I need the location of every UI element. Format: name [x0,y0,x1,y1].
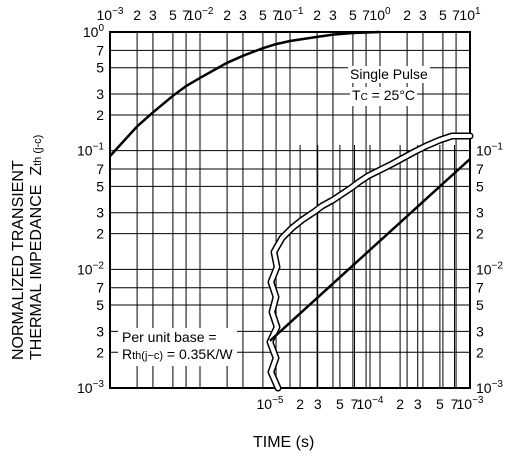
resistance-value: = 0.35K/W [163,346,233,362]
x-tick-label-bottom: 10−4 [357,395,384,412]
short-pulse-line [269,158,471,342]
x-tick-label-top: 5 [169,7,177,23]
y-axis-title: NORMALIZED TRANSIENT THERMAL IMPEDANCE Z… [10,135,46,360]
temperature-value: = 25°C [367,87,416,103]
temperature-symbol: T [352,87,361,103]
plot-frame [109,31,471,389]
y-tick-label-right: 10−3 [476,379,503,396]
x-tick-label-bottom: 10−5 [257,395,284,412]
x-axis-title: TIME (s) [253,434,315,451]
x-tick-label-top: 2 [133,7,141,23]
y-tick-label-left: 7 [96,280,104,296]
x-tick-label-top: 10−2 [187,6,214,23]
x-tick-label-top: 10−1 [277,6,304,23]
x-tick-label-bottom: 7 [351,396,359,412]
x-tick-label-bottom: 5 [336,396,344,412]
y-tick-label-left: 3 [96,323,104,339]
x-tick-label-top: 3 [419,7,427,23]
y-tick-label-right: 5 [476,178,484,194]
temperature-subscript: C [360,92,368,103]
y-tick-label-right: 10−1 [476,142,503,159]
y-tick-label-left: 5 [96,178,104,194]
y-tick-label-right: 7 [476,280,484,296]
x-tick-label-top: 100 [369,6,391,23]
x-tick-label-top: 2 [403,7,411,23]
y-tick-label-right: 7 [476,161,484,177]
x-tick-label-top: 7 [272,7,280,23]
x-tick-label-top: 2 [313,7,321,23]
x-tick-label-bottom: 2 [296,396,304,412]
x-tick-label-top: 7 [182,7,190,23]
y-tick-label-left: 3 [96,205,104,221]
x-tick-label-bottom: 7 [451,396,459,412]
resistance-symbol: R [122,346,133,362]
y-tick-label-left: 2 [96,226,104,242]
y-tick-label-left: 5 [96,60,104,76]
x-tick-label-top: 7 [452,7,460,23]
x-tick-label-top: 5 [259,7,267,23]
x-tick-label-bottom: 3 [414,396,422,412]
single-pulse-label: Single Pulse [348,66,430,83]
y-tick-label-left: 2 [96,107,104,123]
y-axis-title-line1: NORMALIZED TRANSIENT [10,160,27,360]
y-axis-symbol: Z [28,165,45,176]
y-tick-label-right: 2 [476,344,484,360]
y-tick-label-left: 100 [83,23,105,40]
y-tick-label-right: 3 [476,205,484,221]
axis-break-gap [268,134,472,390]
x-tick-label-top: 5 [349,7,357,23]
x-tick-label-top: 101 [459,6,481,23]
y-tick-label-right: 10−2 [476,260,503,277]
y-tick-label-right: 5 [476,297,484,313]
resistance-subscript: th(j−c) [132,350,163,362]
grid [109,31,471,389]
y-tick-label-left: 5 [96,297,104,313]
y-tick-label-left: 2 [96,344,104,360]
x-tick-label-top: 3 [329,7,337,23]
y-axis-title-line2: THERMAL IMPEDANCE Zth (j-c) [28,135,46,360]
y-tick-label-left: 3 [96,86,104,102]
case-temperature-label: TC = 25°C [350,87,418,106]
x-tick-label-top: 3 [149,7,157,23]
per-unit-base-value: Rth(j−c) = 0.35K/W [122,346,233,365]
single-pulse-text: Single Pulse [350,66,428,82]
x-tick-label-top: 2 [223,7,231,23]
y-axis-title-line2-text: THERMAL IMPEDANCE [28,184,45,360]
y-tick-label-right: 3 [476,323,484,339]
per-unit-base-title: Per unit base = [122,329,217,345]
x-tick-label-bottom: 10−3 [457,395,484,412]
x-tick-label-bottom: 5 [436,396,444,412]
y-tick-label-right: 2 [476,226,484,242]
x-tick-label-top: 5 [439,7,447,23]
y-tick-label-left: 7 [96,42,104,58]
y-axis-symbol-subscript: th (j-c) [32,134,44,166]
x-tick-label-top: 3 [239,7,247,23]
x-tick-label-top: 10−3 [97,6,124,23]
y-tick-label-left: 10−2 [77,260,104,277]
long-pulse-curve [109,30,381,157]
x-tick-label-bottom: 3 [314,396,322,412]
x-axis-top-ticks: 10−3 2 3 5 710−2 2 3 5 710−1 2 3 5 7 100 2 3 5 7 101 [97,6,482,23]
x-axis-bottom-ticks: 10−5 2 3 5 710−4 2 3 5 710−3 [257,395,484,412]
y-tick-label-left: 10−3 [77,379,104,396]
x-tick-label-top: 7 [362,7,370,23]
y-tick-label-left: 7 [96,161,104,177]
y-tick-label-left: 10−1 [77,142,104,159]
per-unit-base-box: Per unit base = Rth(j−c) = 0.35K/W [118,328,237,366]
x-tick-label-bottom: 2 [396,396,404,412]
